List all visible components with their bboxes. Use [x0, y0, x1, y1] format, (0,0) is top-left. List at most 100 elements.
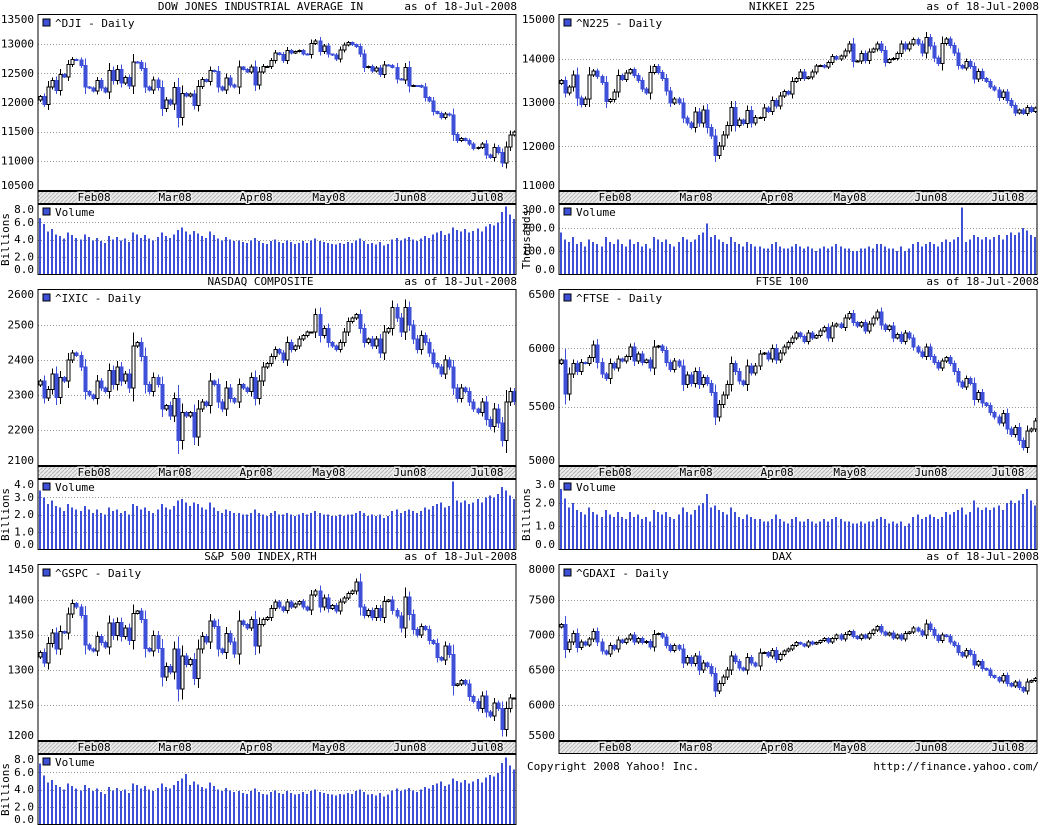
svg-text:100.0: 100.0	[522, 245, 555, 258]
svg-text:8000: 8000	[529, 564, 556, 576]
price-chart: 11000 12000 13000 14000 15000 ^N225 - Daily	[521, 14, 1043, 191]
volume-legend: Volume	[576, 481, 616, 494]
svg-text:0.0: 0.0	[14, 538, 34, 550]
month-label: Feb08	[598, 466, 631, 479]
svg-text:12000: 12000	[522, 140, 555, 153]
svg-text:2.0: 2.0	[14, 250, 34, 263]
legend-square-icon	[42, 482, 51, 491]
month-label: Mar08	[159, 741, 192, 754]
svg-text:1400: 1400	[8, 594, 35, 607]
svg-text:11000: 11000	[522, 179, 555, 191]
month-label: Feb08	[598, 191, 631, 204]
price-chart-svg: 11000 12000 13000 14000 15000 ^N225 - Daily	[521, 14, 1042, 191]
svg-text:1.0: 1.0	[14, 525, 34, 538]
month-label: Mar08	[680, 466, 713, 479]
x-axis-strip-svg: Feb08 Mar08 Apr08 May08 Jun08 Jul08	[37, 741, 517, 754]
x-axis-strip-svg: Feb08 Mar08 Apr08 May08 Jun08 Jul08	[37, 191, 517, 204]
month-label: Mar08	[159, 191, 192, 204]
volume-unit-label: Billions	[521, 488, 533, 541]
volume-chart: 0.0 1.0 2.0 3.0 Billions Volume	[521, 479, 1043, 550]
price-chart: 5500 6000 6500 7000 7500 8000 ^GDAXI - Daily	[521, 564, 1043, 741]
svg-text:5500: 5500	[529, 729, 556, 741]
svg-text:10500: 10500	[1, 179, 34, 191]
legend-square-icon	[42, 293, 51, 302]
month-label: Jul08	[991, 741, 1024, 754]
price-legend: ^GDAXI - Daily	[576, 567, 669, 580]
volume-chart: 0.0 2.0 4.0 6.0 8.0 Billions Volume	[0, 204, 521, 275]
price-chart: 10500 11000 11500 12000 12500 13000 13500 ^DJI …	[0, 14, 521, 191]
as-of-date: as of 18-Jul-2008	[926, 275, 1039, 288]
chart-header: S&P 500 INDEX,RTH as of 18-Jul-2008	[0, 550, 521, 564]
legend-square-icon	[563, 482, 572, 491]
x-axis-strip: Feb08 Mar08 Apr08 May08 Jun08 Jul08	[521, 466, 1043, 479]
svg-text:2400: 2400	[8, 354, 35, 367]
as-of-date: as of 18-Jul-2008	[926, 550, 1039, 563]
svg-text:5000: 5000	[529, 454, 556, 466]
svg-text:12500: 12500	[1, 67, 34, 80]
month-label: Jun08	[393, 741, 426, 754]
chart-panel: DOW JONES INDUSTRIAL AVERAGE IN as of 18…	[0, 0, 521, 275]
month-label: May08	[833, 466, 866, 479]
svg-text:1300: 1300	[8, 664, 35, 677]
month-label: Jun08	[393, 466, 426, 479]
month-label: Feb08	[77, 741, 110, 754]
price-chart-svg: 5000 5500 6000 6500 ^FTSE - Daily	[521, 289, 1042, 466]
volume-legend: Volume	[55, 481, 95, 494]
month-label: Jul08	[991, 466, 1024, 479]
month-label: May08	[833, 191, 866, 204]
month-label: Apr08	[761, 466, 794, 479]
chart-panel: DAX as of 18-Jul-2008 5500 6000 6500 7000 75…	[521, 550, 1043, 825]
chart-header: DOW JONES INDUSTRIAL AVERAGE IN as of 18…	[0, 0, 521, 14]
month-label: Jul08	[991, 191, 1024, 204]
svg-text:2.0: 2.0	[14, 508, 34, 521]
svg-text:13500: 13500	[1, 14, 34, 26]
month-label: Jun08	[914, 191, 947, 204]
source-url: http://finance.yahoo.com/	[873, 760, 1039, 773]
svg-text:3.0: 3.0	[14, 491, 34, 504]
volume-chart: 0.0 2.0 4.0 6.0 8.0 Billions Volume	[0, 754, 521, 825]
month-label: Mar08	[159, 466, 192, 479]
price-legend: ^N225 - Daily	[576, 17, 662, 30]
svg-text:8.0: 8.0	[14, 754, 34, 766]
legend-square-icon	[42, 568, 51, 577]
chart-title: FTSE 100	[755, 275, 809, 288]
svg-text:2200: 2200	[8, 424, 35, 437]
svg-text:12000: 12000	[1, 96, 34, 109]
svg-text:2600: 2600	[8, 289, 35, 301]
svg-text:200.0: 200.0	[522, 222, 555, 235]
svg-text:3.0: 3.0	[535, 479, 555, 491]
volume-chart: 0.0 100.0 200.0 300.0 Thousands Volume	[521, 204, 1043, 275]
price-chart: 5000 5500 6000 6500 ^FTSE - Daily	[521, 289, 1043, 466]
legend-square-icon	[42, 757, 51, 766]
svg-text:11000: 11000	[1, 154, 34, 167]
price-legend: ^GSPC - Daily	[55, 567, 141, 580]
svg-text:2500: 2500	[8, 319, 35, 332]
month-label: Jun08	[914, 741, 947, 754]
svg-text:2.0: 2.0	[14, 800, 34, 813]
svg-text:300.0: 300.0	[522, 204, 555, 216]
as-of-date: as of 18-Jul-2008	[926, 0, 1039, 13]
svg-text:0.0: 0.0	[535, 263, 555, 275]
svg-text:1450: 1450	[8, 564, 35, 576]
svg-text:4.0: 4.0	[14, 783, 34, 796]
month-label: May08	[312, 741, 345, 754]
as-of-date: as of 18-Jul-2008	[404, 0, 517, 13]
volume-unit-label: Thousands	[521, 210, 533, 270]
chart-panel: NASDAQ COMPOSITE as of 18-Jul-2008 2100 2…	[0, 275, 521, 550]
svg-text:6.0: 6.0	[14, 216, 34, 229]
month-label: May08	[312, 466, 345, 479]
month-label: May08	[312, 191, 345, 204]
month-label: Mar08	[680, 741, 713, 754]
price-chart-svg: 10500 11000 11500 12000 12500 13000 13500 ^DJI …	[0, 14, 521, 191]
x-axis-strip: Feb08 Mar08 Apr08 May08 Jun08 Jul08	[521, 191, 1043, 204]
svg-text:6500: 6500	[529, 664, 556, 677]
svg-text:7500: 7500	[529, 594, 556, 607]
chart-header: NIKKEI 225 as of 18-Jul-2008	[521, 0, 1043, 14]
svg-text:4.0: 4.0	[14, 233, 34, 246]
chart-title: DOW JONES INDUSTRIAL AVERAGE IN	[157, 0, 364, 13]
volume-chart: 0.0 1.0 2.0 3.0 4.0 Billions Volume	[0, 479, 521, 550]
